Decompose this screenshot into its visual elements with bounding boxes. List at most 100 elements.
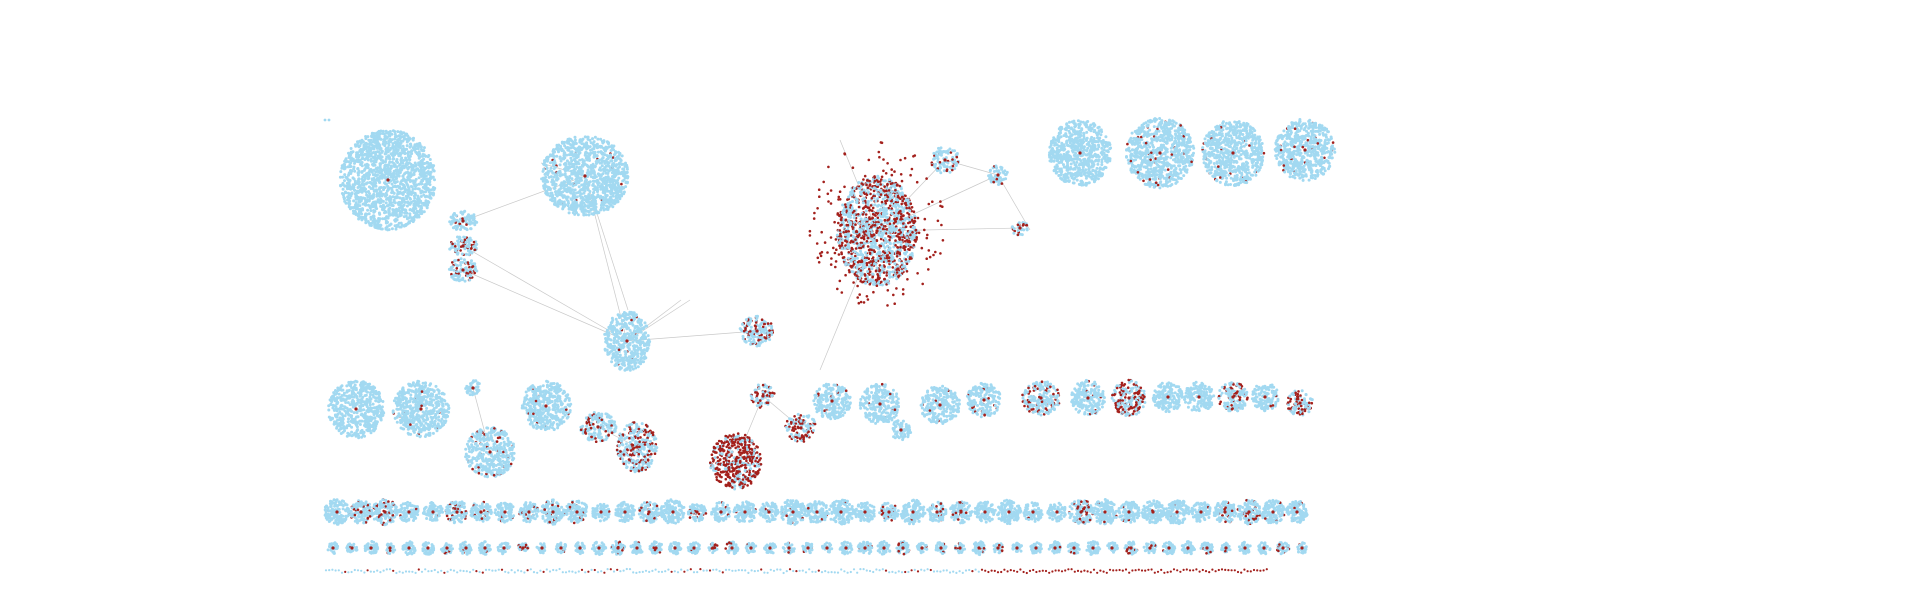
node-primary <box>401 144 405 148</box>
node-primary <box>613 202 616 206</box>
node-primary <box>395 188 399 192</box>
node-primary <box>612 199 616 202</box>
node-primary <box>633 334 636 338</box>
node-primary <box>379 204 383 208</box>
node-primary <box>392 191 396 195</box>
node-primary <box>615 323 619 327</box>
node-primary <box>628 342 632 345</box>
node-secondary <box>899 215 903 219</box>
node-secondary <box>898 210 901 214</box>
node-primary <box>861 256 865 260</box>
node-primary <box>449 246 453 250</box>
node-primary <box>352 159 356 163</box>
node-primary <box>586 209 590 213</box>
node-primary <box>557 150 560 154</box>
node-primary <box>422 176 426 180</box>
node-primary <box>593 135 597 139</box>
node-secondary <box>870 263 873 267</box>
node-primary <box>360 215 364 219</box>
node-primary <box>389 152 393 156</box>
node-primary <box>402 147 406 151</box>
node-primary <box>384 163 387 167</box>
node-secondary <box>851 226 855 229</box>
node-primary <box>592 153 596 157</box>
node-primary <box>620 345 624 349</box>
node-secondary <box>938 161 942 164</box>
node-primary <box>895 197 898 201</box>
node-primary <box>384 201 388 205</box>
node-secondary <box>894 239 897 242</box>
node-primary <box>624 325 628 329</box>
node-secondary <box>885 274 888 277</box>
node-secondary <box>912 210 916 213</box>
node-primary <box>563 187 567 191</box>
node-primary <box>886 240 890 244</box>
node-primary <box>849 215 852 219</box>
node-primary <box>573 188 577 192</box>
node-secondary <box>887 206 890 210</box>
node-primary <box>607 331 611 335</box>
node-secondary <box>876 226 880 230</box>
node-primary <box>451 226 455 230</box>
node-primary <box>873 203 877 207</box>
node-primary <box>847 208 851 212</box>
node-primary <box>390 191 394 195</box>
node-primary <box>356 195 360 199</box>
node-primary <box>556 204 560 208</box>
node-secondary <box>840 216 843 219</box>
node-primary <box>402 203 406 207</box>
node-primary <box>602 208 606 212</box>
node-primary <box>893 262 897 266</box>
node-primary <box>464 252 468 256</box>
node-primary <box>567 201 570 205</box>
node-primary <box>552 148 556 152</box>
node-primary <box>899 240 903 244</box>
node-primary <box>634 357 638 361</box>
node-primary <box>558 163 562 167</box>
node-primary <box>634 361 638 365</box>
node-secondary <box>892 221 896 225</box>
node-primary <box>878 252 881 256</box>
node-primary <box>567 148 571 152</box>
node-primary <box>564 175 568 179</box>
node-secondary <box>904 258 908 261</box>
node-primary <box>389 146 393 150</box>
node-primary <box>608 200 612 204</box>
node-secondary <box>913 220 916 223</box>
node-primary <box>542 184 546 188</box>
node-primary <box>407 155 411 159</box>
node-primary <box>554 190 558 194</box>
node-primary <box>846 235 850 239</box>
node-primary <box>603 190 607 194</box>
node-secondary <box>881 227 885 231</box>
node-primary <box>879 204 883 208</box>
node-primary <box>855 266 859 270</box>
node-primary <box>620 172 624 175</box>
node-primary <box>412 199 416 203</box>
node-primary <box>428 193 432 197</box>
node-secondary <box>861 245 865 248</box>
node-primary <box>419 195 423 198</box>
node-primary <box>559 202 563 206</box>
node-secondary <box>896 246 900 249</box>
node-primary <box>636 319 640 323</box>
node-secondary <box>909 202 913 205</box>
node-secondary <box>451 242 454 246</box>
node-primary <box>935 150 939 154</box>
node-primary <box>541 169 545 173</box>
node-primary <box>542 162 546 166</box>
node-secondary <box>886 182 889 186</box>
node-primary <box>933 156 937 160</box>
node-primary <box>409 171 412 175</box>
node-primary <box>581 137 585 141</box>
node-primary <box>376 173 379 177</box>
node-primary <box>462 258 466 262</box>
node-primary <box>896 203 900 207</box>
node-secondary <box>866 245 870 248</box>
node-primary <box>567 211 571 215</box>
node-secondary <box>844 218 848 222</box>
node-primary <box>758 336 762 340</box>
node-secondary <box>876 276 880 280</box>
node-primary <box>586 188 590 192</box>
node-primary <box>603 332 607 336</box>
